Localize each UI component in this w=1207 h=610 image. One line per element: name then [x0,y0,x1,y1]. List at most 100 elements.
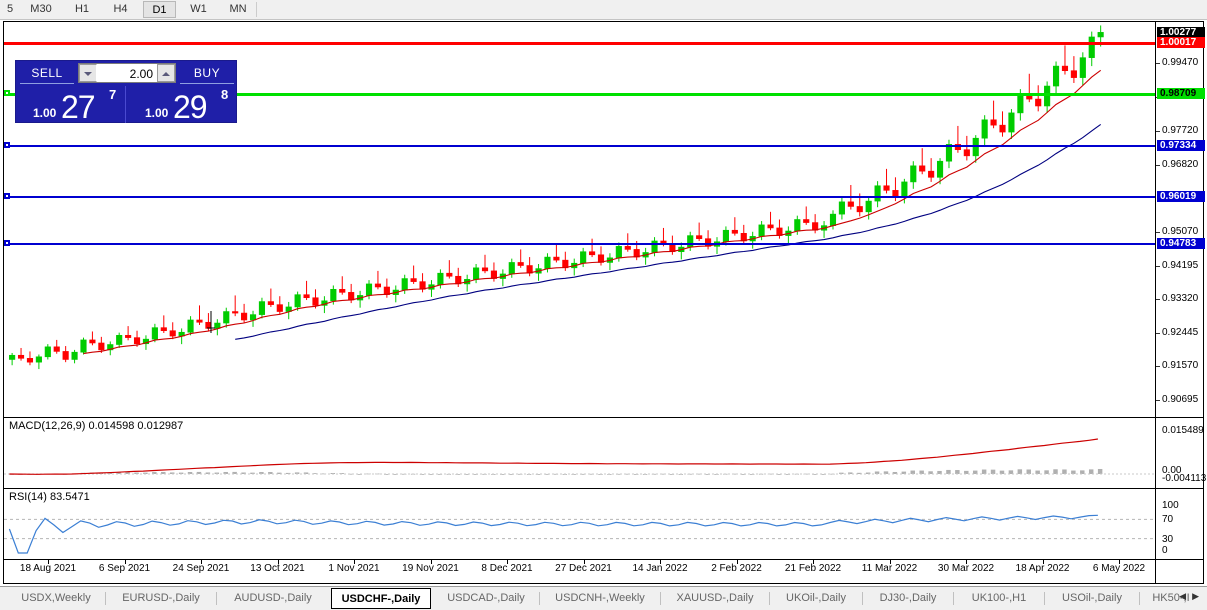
symbol-tab-uk100--h1[interactable]: UK100-,H1 [971,592,1027,604]
date-tick [966,560,967,564]
tab-separator [862,592,863,605]
rsi-pane: RSI(14) 83.5471 100 70 30 0 [4,488,1203,559]
tab-separator [105,592,106,605]
price-level-label-blue-line[interactable]: 0.94783 [1157,238,1205,250]
buy-button[interactable]: BUY [180,63,234,84]
macd-pane: MACD(12,26,9) 0.014598 0.012987 0.015489… [4,417,1207,488]
price-tick [1156,165,1160,166]
price-level-label-last-price[interactable]: 1.00277 [1157,26,1205,38]
buy-price-prefix: 1.00 [145,106,169,120]
volume-value: 2.00 [129,67,153,81]
price-tick-label: 0.95070 [1162,226,1199,238]
price-tick [1156,232,1160,234]
level-line-0.94783[interactable] [4,243,1155,246]
symbol-tab-xauusd--daily[interactable]: XAUUSD-,Daily [676,592,754,604]
symbol-tab-usdcad--daily[interactable]: USDCAD-,Daily [447,592,525,604]
date-axis-label: 24 Sep 2021 [172,563,230,574]
sell-button[interactable]: SELL [20,63,74,84]
timeframe-mn[interactable]: MN [229,3,247,15]
price-tick [1156,265,1160,267]
date-axis-label: 18 Apr 2022 [1015,563,1070,574]
level-handle[interactable] [4,192,10,199]
symbol-tab-eurusd--daily[interactable]: EURUSD-,Daily [122,592,200,604]
rsi-title: RSI(14) 83.5471 [9,491,90,503]
level-line-0.96019[interactable] [4,195,1155,198]
caret-up-icon [162,72,170,76]
timeframe-h1[interactable]: H1 [74,3,90,15]
buy-price-big: 29 [173,89,208,125]
macd-scale-label: 0.015489 [1162,425,1204,436]
volume-increase-button[interactable] [157,64,175,82]
timeframe-w1[interactable]: W1 [190,3,207,15]
date-axis-label: 21 Feb 2022 [784,563,842,574]
toolbar-separator [256,2,257,17]
timeframe-5[interactable]: 5 [6,3,14,15]
macd-scale-label: -0.004113 [1162,473,1207,484]
date-scale-corner [1155,560,1203,583]
symbol-tab-usoil--daily[interactable]: USOil-,Daily [1062,592,1122,604]
date-axis-label: 18 Aug 2021 [19,563,77,574]
macd-scale: 0.015489 0.00 -0.004113 [1155,418,1207,488]
level-handle[interactable] [4,240,10,247]
macd-scale-label: 0.00 [1162,465,1182,476]
date-axis: 18 Aug 2021 6 Sep 2021 24 Sep 2021 13 Oct 2… [4,560,1155,583]
date-tick [354,560,355,564]
date-axis-label: 19 Nov 2021 [402,563,459,574]
rsi-scale: 100 70 30 0 [1155,489,1203,559]
date-tick [660,560,661,564]
date-tick [124,560,126,564]
price-level-label-red-line[interactable]: 1.00017 [1157,37,1205,49]
level-line-0.98709[interactable] [4,92,1155,96]
sell-price-big: 27 [61,89,96,125]
symbol-tab-usdx-weekly[interactable]: USDX,Weekly [21,592,91,604]
tab-separator [1044,592,1045,605]
volume-input[interactable]: 2.00 [78,63,176,83]
level-handle[interactable] [4,89,10,96]
symbol-tab-dj30--daily[interactable]: DJ30-,Daily [879,592,937,604]
price-tick-label: 0.92445 [1162,326,1199,338]
tab-scroll-arrows[interactable]: ◀▶ [1179,591,1205,601]
candlestick-svg [9,25,1104,370]
price-plot-area[interactable] [4,22,1155,417]
price-tick-label: 0.97720 [1162,124,1199,136]
rsi-scale-label: 30 [1162,533,1174,545]
date-axis-label: 1 Nov 2021 [328,563,380,574]
chart-window: ▲USDCHF-,Daily1.00309 1.00461 0.99912 1.… [3,21,1207,584]
sell-price-superscript: 7 [109,87,117,102]
date-axis-label: 11 Mar 2022 [861,563,918,574]
level-line-1.00017[interactable] [4,42,1155,46]
sell-price-prefix: 1.00 [33,106,57,120]
price-tick-label: 0.90695 [1162,393,1199,405]
symbol-tab-ukoil--daily[interactable]: UKOil-,Daily [786,592,846,604]
level-handle[interactable] [4,142,10,149]
timeframe-h4[interactable]: H4 [113,3,128,15]
date-axis-label: 27 Dec 2021 [555,563,612,574]
price-tick [1156,130,1160,132]
symbol-tab-usdcnh--weekly[interactable]: USDCNH-,Weekly [555,592,645,604]
symbol-tab-audusd--daily[interactable]: AUDUSD-,Daily [234,592,312,604]
buy-price-cell[interactable]: 1.00 29 8 [129,86,237,125]
price-level-label-blue-line[interactable]: 0.96019 [1157,190,1205,202]
price-tick [1156,366,1160,368]
price-tick-label: 0.94195 [1162,259,1199,271]
date-axis-label: 30 Mar 2022 [937,563,995,574]
symbol-tab-usdchf--daily[interactable]: USDCHF-,Daily [331,588,431,609]
tab-separator [953,592,954,605]
sell-price-cell[interactable]: 1.00 27 7 [17,86,126,125]
timeframe-d1[interactable]: D1 [143,1,176,18]
symbol-tab-hk50--i[interactable]: HK50-,I [1152,592,1190,604]
volume-decrease-button[interactable] [79,64,97,82]
rsi-scale-label: 100 [1162,500,1179,511]
macd-title: MACD(12,26,9) 0.014598 0.012987 [9,420,184,432]
price-scale[interactable]: 0.994700.985950.977200.968200.950700.941… [1155,22,1205,417]
timeframe-toolbar: 5 M30 H1 H4 D1 W1 MN [0,0,1207,20]
date-axis-label: 8 Dec 2021 [481,563,533,574]
macd-plot-area[interactable]: MACD(12,26,9) 0.014598 0.012987 [4,418,1155,488]
price-level-label-green-line[interactable]: 0.98709 [1157,87,1205,99]
one-click-trading-panel[interactable]: SELL 2.00 BUY 1.00 27 7 1.00 29 8 [15,60,237,125]
timeframe-m30[interactable]: M30 [30,3,52,15]
rsi-plot-area[interactable]: RSI(14) 83.5471 [4,489,1155,559]
price-level-label-blue-line[interactable]: 0.97334 [1157,140,1205,152]
level-line-0.97334[interactable] [4,145,1155,148]
tab-separator [539,592,540,605]
